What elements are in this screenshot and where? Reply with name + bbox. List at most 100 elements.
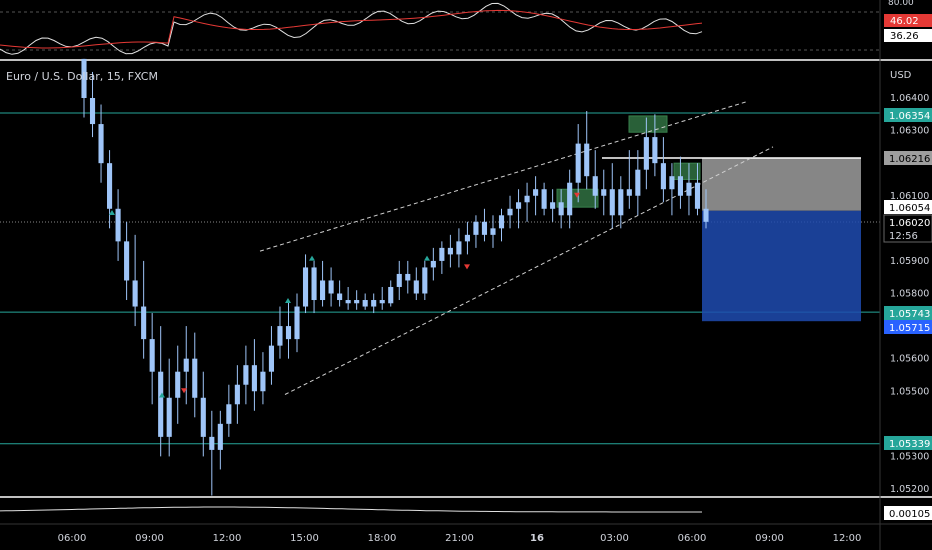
candle-body	[652, 137, 658, 164]
candle-body	[192, 358, 198, 398]
price-tick-label: 1.06400	[890, 93, 929, 104]
price-pane[interactable]	[0, 58, 880, 496]
candle-body	[277, 326, 283, 346]
price-tag-target: 1.05715	[884, 320, 932, 334]
candle-body	[481, 221, 488, 235]
candle-body	[584, 143, 590, 177]
candle-body	[209, 436, 215, 450]
candle-body	[234, 384, 240, 405]
price-tick-label: 1.06100	[890, 191, 929, 202]
svg-text:1.06020: 1.06020	[889, 218, 930, 229]
svg-text:1.05743: 1.05743	[889, 309, 930, 320]
price-channel	[259, 100, 774, 395]
candle-body	[524, 195, 530, 203]
buy-signal-marker	[309, 255, 315, 261]
sell-signal-marker	[181, 388, 187, 394]
svg-text:0.00105: 0.00105	[889, 509, 930, 520]
rsi-line	[0, 2, 703, 55]
price-tick-label: 1.06300	[890, 126, 929, 137]
candle-body	[422, 267, 428, 294]
time-tick-label: 06:00	[58, 533, 87, 544]
candle-body	[660, 163, 666, 190]
candle-body	[81, 58, 87, 98]
candle-body	[354, 300, 360, 304]
rsi-ma-line	[0, 9, 703, 49]
candle-body	[405, 273, 411, 281]
time-tick-label: 16	[530, 533, 544, 544]
candle-body	[158, 371, 164, 437]
svg-text:1.06054: 1.06054	[889, 203, 930, 214]
signal-markers	[109, 192, 580, 398]
candle-body	[328, 280, 334, 294]
short-position-tool[interactable]	[602, 157, 861, 322]
candle-body	[320, 280, 326, 301]
buy-signal-marker	[285, 298, 291, 304]
candle-body	[107, 163, 113, 209]
rsi-value-tag-white: 36.26	[884, 29, 932, 42]
candle-body	[89, 98, 96, 125]
candlesticks	[81, 58, 709, 496]
time-tick-label: 09:00	[755, 533, 784, 544]
candle-body	[686, 182, 692, 196]
candle-body	[430, 260, 436, 268]
price-tick-label: 1.05800	[890, 289, 929, 300]
candle-body	[166, 397, 172, 437]
candle-body	[456, 241, 462, 255]
candle-body	[550, 202, 556, 209]
price-tick-label: 1.05300	[890, 451, 929, 462]
candle-body	[592, 176, 598, 196]
candle-body	[703, 208, 709, 222]
candle-body	[115, 208, 121, 242]
candle-body	[507, 208, 513, 216]
svg-text:1.05339: 1.05339	[889, 439, 930, 450]
candle-body	[243, 365, 249, 385]
price-tick-label: 1.05900	[890, 256, 929, 267]
candle-body	[413, 280, 419, 294]
candle-body	[541, 189, 547, 209]
candle-body	[669, 176, 675, 190]
candle-body	[515, 202, 522, 209]
time-tick-label: 09:00	[135, 533, 164, 544]
candle-body	[618, 189, 624, 216]
candle-body	[362, 300, 368, 307]
time-tick-label: 12:00	[833, 533, 862, 544]
candle-body	[226, 404, 232, 424]
price-tag-stop: 1.06216	[884, 151, 932, 165]
svg-text:1.06216: 1.06216	[889, 154, 930, 165]
time-tick-label: 12:00	[213, 533, 242, 544]
candle-body	[533, 189, 539, 196]
candle-body	[643, 137, 649, 170]
symbol-legend[interactable]: Euro / U.S. Dollar, 15, FXCM	[6, 70, 158, 83]
sell-signal-marker	[574, 192, 580, 198]
candle-body	[285, 326, 292, 340]
candle-body	[575, 143, 581, 183]
candle-body	[609, 189, 615, 216]
candle-body	[200, 397, 206, 437]
candle-body	[175, 371, 181, 398]
take-profit-zone	[702, 210, 861, 322]
candle-body	[388, 286, 394, 304]
supply-zone-box	[628, 115, 668, 133]
candle-body	[251, 365, 257, 392]
price-axis-ticks: 1.06400 1.06300 1.06100 1.05900 1.05800 1.056…	[890, 93, 929, 495]
candle-body	[268, 345, 275, 372]
svg-text:36.26: 36.26	[890, 31, 919, 42]
candle-body	[132, 280, 138, 307]
candle-body	[626, 189, 632, 196]
candle-body	[371, 300, 377, 307]
currency-label: USD	[890, 70, 912, 81]
candle-body	[302, 267, 309, 307]
time-tick-label: 06:00	[678, 533, 707, 544]
buy-signal-marker	[424, 255, 430, 261]
candle-body	[98, 124, 104, 164]
time-axis-ticks: 06:00 09:00 12:00 15:00 18:00 21:00 16 03:00 06:…	[58, 533, 862, 544]
candle-body	[183, 358, 189, 372]
time-tick-label: 03:00	[600, 533, 629, 544]
candle-body	[635, 169, 641, 196]
candle-body	[498, 215, 505, 229]
price-tag-mid-level: 1.05743	[884, 306, 932, 320]
stop-loss-zone	[702, 157, 861, 211]
svg-text:1.06354: 1.06354	[889, 111, 930, 122]
sell-signal-marker	[464, 264, 470, 270]
